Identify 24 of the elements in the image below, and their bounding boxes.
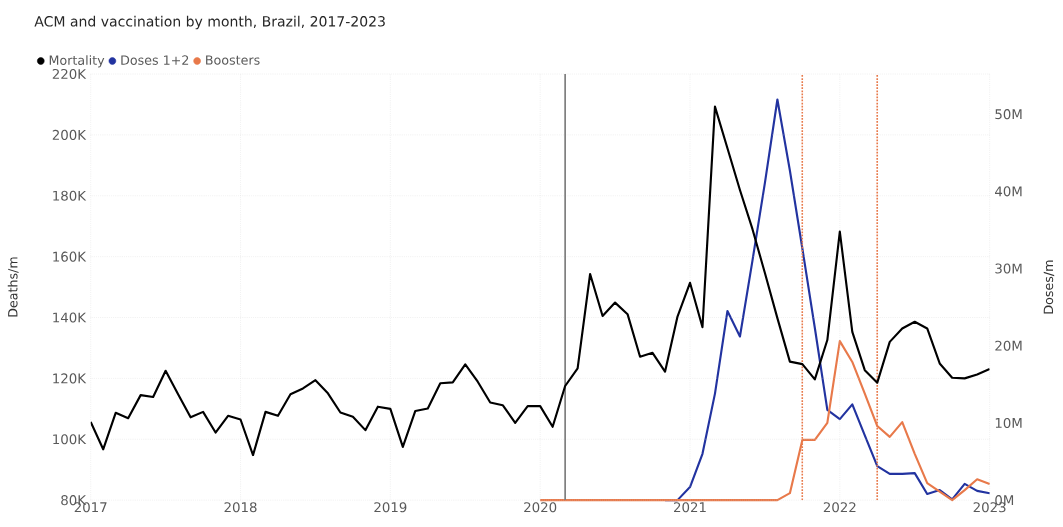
y-tick-label: 200K xyxy=(52,129,87,141)
y-tick-label: 220K xyxy=(52,69,87,80)
legend-label: Mortality xyxy=(49,55,105,68)
x-tick-label: 2018 xyxy=(224,502,257,513)
y-tick-label: 120K xyxy=(53,373,87,384)
y-tick-label: 140K xyxy=(53,312,87,323)
y2-axis-title: Doses/m xyxy=(1043,260,1055,314)
y2-tick-label: 30M xyxy=(995,263,1022,274)
x-tick-label: 2019 xyxy=(374,502,407,513)
line-series xyxy=(90,105,990,457)
x-tick-label: 2021 xyxy=(674,502,706,513)
y-tick-label: 180K xyxy=(53,190,87,201)
y2-tick-label: 20M xyxy=(995,340,1022,351)
y-tick-label: 100K xyxy=(53,434,87,445)
x-tick-label: 2020 xyxy=(524,502,557,513)
legend-label: Doses 1+2 xyxy=(121,55,189,65)
y-axis-title: Deaths/m xyxy=(7,257,19,317)
y2-tick-label: 10M xyxy=(995,417,1022,429)
y2-tick-label: 40M xyxy=(995,186,1022,197)
x-tick-label: 2022 xyxy=(823,502,856,513)
chart-title: ACM and vaccination by month, Brazil, 2017-2023 xyxy=(34,15,385,30)
y-tick-label: 160K xyxy=(53,251,87,262)
y2-tick-label: 50M xyxy=(995,109,1022,120)
legend-label: Boosters xyxy=(206,55,260,65)
